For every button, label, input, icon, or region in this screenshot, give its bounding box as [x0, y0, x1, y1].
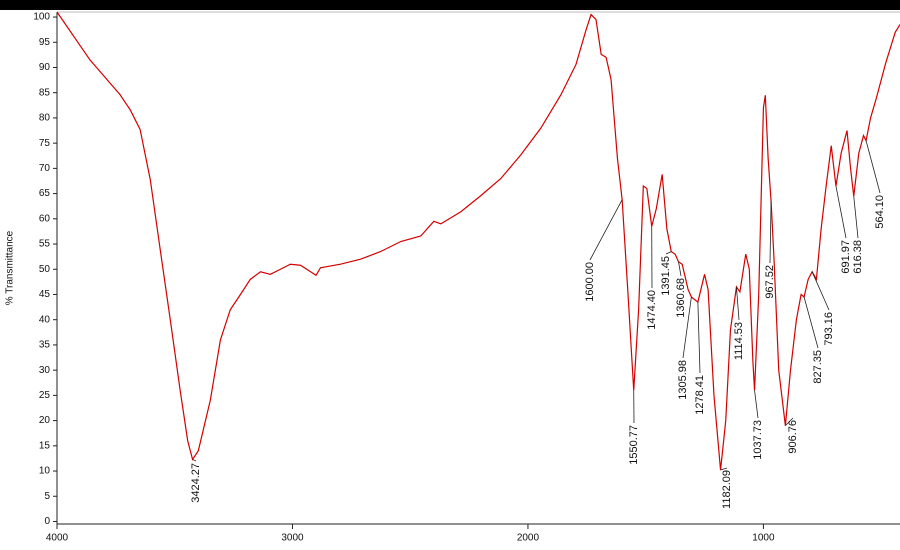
peak-leader [769, 201, 772, 264]
y-axis-label: % Transmittance [5, 230, 16, 305]
peak-leader [589, 199, 623, 261]
peak-leader [811, 271, 830, 311]
y-tick-label: 40 [39, 314, 51, 325]
peak-label: 1360.68 [675, 278, 687, 318]
peak-leader [853, 196, 859, 239]
peak-label: 1305.98 [677, 360, 689, 400]
peak-label: 1600.00 [584, 262, 596, 302]
peak-label: 906.76 [787, 420, 799, 454]
y-tick-label: 60 [39, 213, 51, 224]
x-tick-label: 2000 [517, 533, 540, 544]
y-tick-label: 0 [44, 516, 50, 527]
y-tick-label: 80 [39, 113, 51, 124]
top-bar [0, 0, 900, 10]
y-tick-label: 75 [39, 138, 51, 149]
peak-label: 564.10 [874, 195, 886, 229]
x-tick-label: 1000 [752, 533, 775, 544]
y-tick-label: 45 [39, 289, 51, 300]
y-tick-label: 90 [39, 62, 51, 73]
y-tick-label: 50 [39, 264, 51, 275]
peak-label: 793.16 [823, 312, 835, 346]
peak-leader [803, 296, 819, 349]
peak-label: 1391.45 [660, 256, 672, 296]
peak-label: 967.52 [764, 265, 776, 299]
peak-leader [785, 417, 794, 426]
y-tick-label: 10 [39, 466, 51, 477]
peak-leader [736, 286, 740, 321]
y-tick-label: 85 [39, 87, 51, 98]
y-tick-label: 55 [39, 239, 51, 250]
y-tick-label: 95 [39, 37, 51, 48]
peak-leader [697, 302, 701, 374]
peak-label: 1182.09 [721, 470, 733, 509]
peak-label: 3424.27 [190, 463, 202, 503]
peak-leader [865, 140, 881, 194]
peak-leader [682, 296, 692, 359]
peak-leader [678, 261, 682, 277]
peak-label: 1114.53 [733, 322, 745, 360]
peak-leader [720, 467, 728, 471]
peak-label: 1037.73 [752, 420, 764, 460]
y-tick-label: 30 [39, 365, 51, 376]
peak-leader [665, 251, 672, 255]
peak-label: 691.97 [840, 240, 852, 274]
y-tick-label: 25 [39, 390, 51, 401]
peak-leader [192, 459, 197, 462]
y-tick-label: 65 [39, 188, 51, 199]
peak-label: 1278.41 [694, 375, 706, 415]
y-tick-label: 70 [39, 163, 51, 174]
y-tick-label: 100 [33, 12, 50, 23]
peak-label: 827.35 [812, 350, 824, 384]
peak-leader [835, 185, 847, 239]
peak-label: 1550.77 [628, 425, 640, 465]
y-tick-label: 35 [39, 340, 51, 351]
y-tick-label: 20 [39, 415, 51, 426]
peak-label: 616.38 [852, 240, 864, 274]
y-tick-label: 5 [44, 491, 50, 502]
x-tick-label: 4000 [46, 533, 69, 544]
x-tick-label: 3000 [281, 533, 304, 544]
peak-leader [754, 390, 759, 419]
spectrum-line [56, 11, 900, 471]
y-tick-label: 15 [39, 440, 51, 451]
peak-label: 1474.40 [646, 290, 658, 330]
